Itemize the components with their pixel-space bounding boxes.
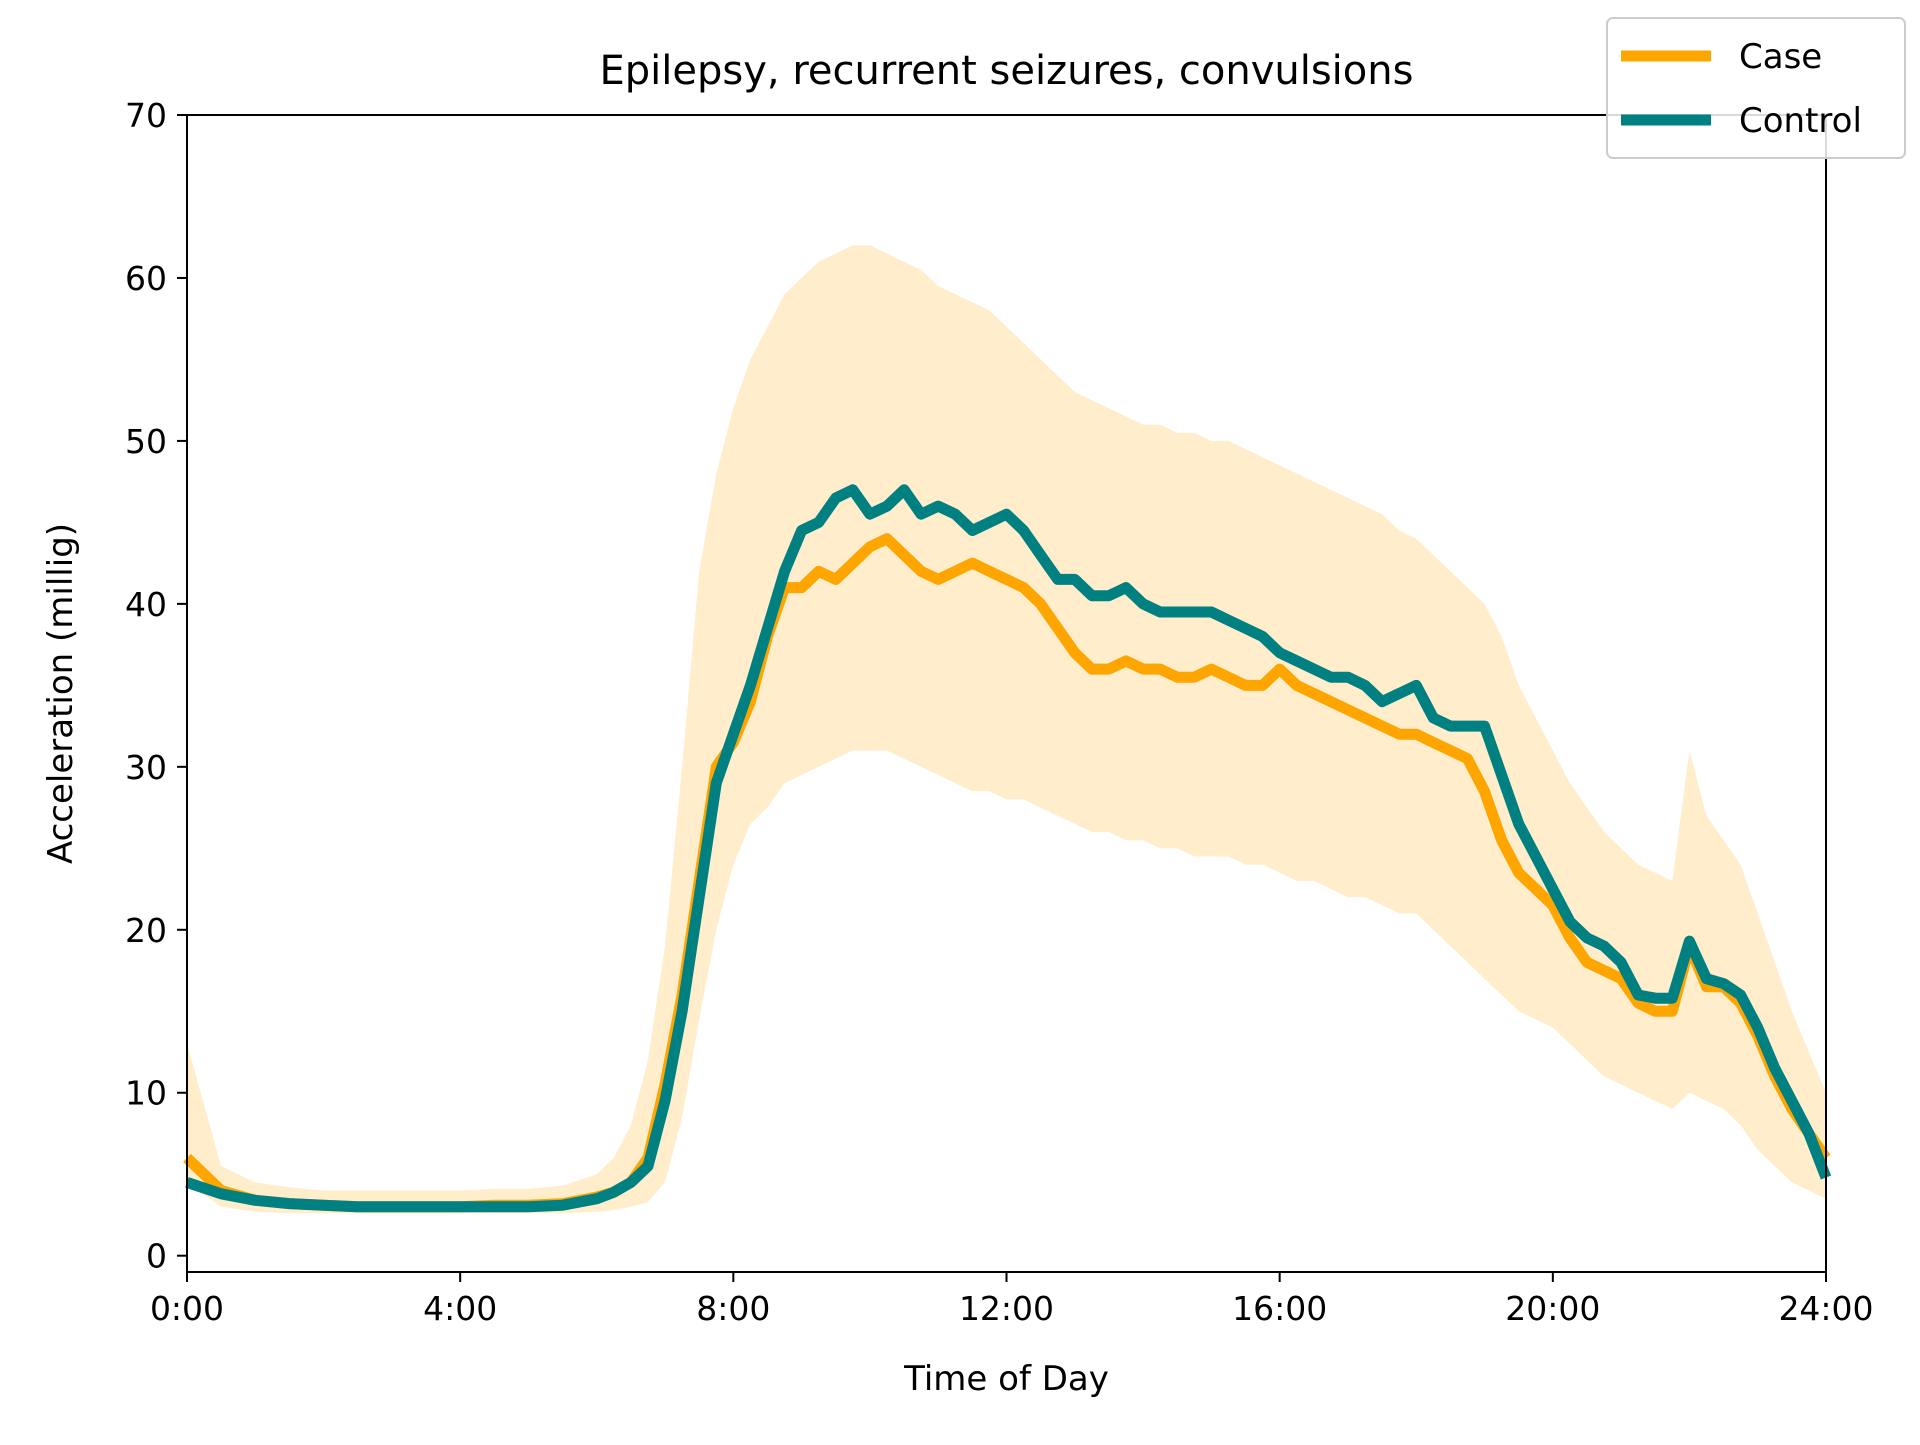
band-case <box>187 245 1826 1214</box>
x-axis-label: Time of Day <box>903 1359 1109 1399</box>
y-tick-label: 30 <box>125 748 167 787</box>
x-axis-ticks: 0:00 4:00 8:00 12:00 16:00 20:00 24:00 <box>150 1272 1874 1328</box>
y-tick-label: 70 <box>125 96 167 135</box>
confidence-bands <box>187 245 1826 1214</box>
series-lines <box>183 484 1832 1213</box>
chart-title: Epilepsy, recurrent seizures, convulsion… <box>600 48 1414 94</box>
y-tick-label: 50 <box>125 422 167 461</box>
x-tick-label: 16:00 <box>1232 1289 1327 1328</box>
x-tick-label: 20:00 <box>1505 1289 1600 1328</box>
x-tick-label: 0:00 <box>150 1289 224 1328</box>
x-tick-label: 12:00 <box>959 1289 1054 1328</box>
legend: Case Control <box>1606 17 1906 159</box>
y-tick-label: 20 <box>125 911 167 950</box>
y-tick-label: 10 <box>125 1074 167 1113</box>
y-tick-label: 60 <box>125 259 167 298</box>
x-tick-label: 4:00 <box>423 1289 497 1328</box>
series-line-control <box>185 484 1832 1213</box>
x-tick-label: 8:00 <box>696 1289 770 1328</box>
y-axis-ticks: 0 10 20 30 40 50 60 70 <box>125 96 187 1276</box>
x-tick-label: 24:00 <box>1778 1289 1873 1328</box>
y-tick-label: 0 <box>146 1237 167 1276</box>
y-axis-label: Acceleration (millig) <box>41 523 81 864</box>
legend-label-control: Control <box>1739 101 1862 141</box>
y-tick-label: 40 <box>125 585 167 624</box>
legend-label-case: Case <box>1739 37 1822 77</box>
